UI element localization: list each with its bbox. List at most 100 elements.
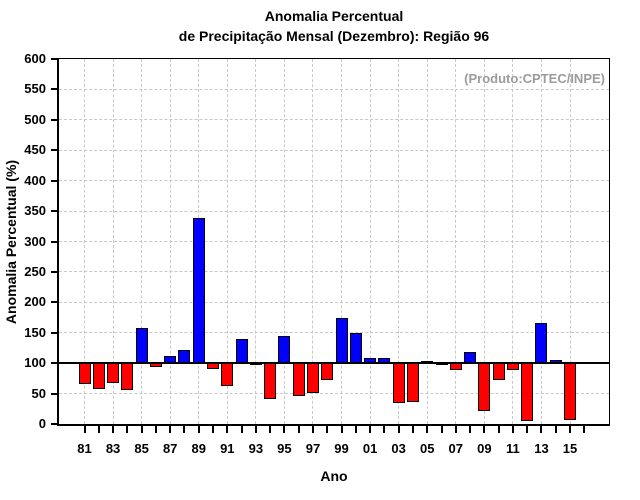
y-tick-550 bbox=[51, 88, 59, 91]
x-tick-label-01: 01 bbox=[362, 441, 378, 456]
v-gridline-93 bbox=[255, 59, 257, 424]
x-tick-label-91: 91 bbox=[220, 441, 235, 456]
x-tick-20 bbox=[369, 426, 372, 433]
bar-2015 bbox=[564, 363, 577, 421]
y-tick-250 bbox=[51, 270, 59, 273]
x-tick-28 bbox=[483, 426, 486, 433]
x-tick-23 bbox=[411, 426, 414, 433]
bar-1990 bbox=[207, 363, 220, 369]
x-tick-14 bbox=[283, 426, 286, 433]
x-tick-label-99: 99 bbox=[334, 441, 349, 456]
bar-2003 bbox=[392, 363, 405, 403]
x-tick-label-93: 93 bbox=[248, 441, 264, 456]
y-tick-label-200: 200 bbox=[24, 294, 46, 310]
y-tick-label-250: 250 bbox=[24, 263, 46, 279]
y-tick-label-50: 50 bbox=[31, 385, 46, 401]
x-tick-1 bbox=[97, 426, 100, 433]
x-tick-22 bbox=[397, 426, 400, 433]
x-tick-32 bbox=[540, 426, 543, 433]
h-gridline-550 bbox=[59, 88, 609, 90]
x-tick-21 bbox=[383, 426, 386, 433]
h-gridline-350 bbox=[59, 210, 609, 212]
v-gridline-83 bbox=[112, 59, 114, 424]
x-tick-9 bbox=[212, 426, 215, 433]
x-tick-3 bbox=[126, 426, 129, 433]
y-tick-300 bbox=[51, 240, 59, 243]
bar-1983 bbox=[107, 363, 120, 383]
y-tick-label-350: 350 bbox=[24, 203, 46, 219]
h-gridline-250 bbox=[59, 271, 609, 273]
y-tick-150 bbox=[51, 331, 59, 334]
y-tick-100 bbox=[51, 362, 59, 365]
y-tick-label-500: 500 bbox=[24, 111, 46, 127]
chart-title-line2: de Precipitação Mensal (Dezembro): Regiã… bbox=[178, 28, 490, 44]
x-tick-33 bbox=[554, 426, 557, 433]
x-tick-30 bbox=[511, 426, 514, 433]
y-tick-400 bbox=[51, 179, 59, 182]
bar-1987 bbox=[164, 356, 177, 364]
v-gridline-85 bbox=[141, 59, 143, 424]
x-tick-label-03: 03 bbox=[391, 441, 406, 456]
x-tick-label-07: 07 bbox=[448, 441, 463, 456]
y-tick-label-600: 600 bbox=[24, 51, 46, 66]
bar-1994 bbox=[264, 363, 277, 400]
bar-1996 bbox=[292, 363, 305, 396]
h-gridline-50 bbox=[59, 393, 609, 395]
x-tick-27 bbox=[469, 426, 472, 433]
x-tick-label-13: 13 bbox=[534, 441, 549, 456]
y-tick-450 bbox=[51, 149, 59, 152]
bar-1993 bbox=[249, 362, 262, 365]
x-tick-label-87: 87 bbox=[162, 441, 178, 456]
y-tick-350 bbox=[51, 210, 59, 213]
y-tick-label-150: 150 bbox=[24, 324, 46, 340]
x-tick-29 bbox=[497, 426, 500, 433]
y-tick-label-400: 400 bbox=[24, 172, 46, 188]
x-tick-label-15: 15 bbox=[562, 441, 578, 456]
y-tick-label-550: 550 bbox=[24, 81, 46, 97]
bar-2014 bbox=[549, 359, 562, 364]
x-tick-19 bbox=[354, 426, 357, 433]
h-gridline-200 bbox=[59, 301, 609, 303]
x-tick-5 bbox=[154, 426, 157, 433]
x-tick-label-95: 95 bbox=[277, 441, 292, 456]
h-gridline-450 bbox=[59, 149, 609, 151]
v-gridline-97 bbox=[312, 59, 314, 424]
y-tick-label-450: 450 bbox=[24, 142, 46, 158]
v-gridline-03 bbox=[398, 59, 400, 424]
x-tick-17 bbox=[326, 426, 329, 433]
chart-title: Anomalia Percentual de Precipitação Mens… bbox=[59, 6, 609, 46]
bar-1986 bbox=[149, 363, 162, 367]
y-tick-200 bbox=[51, 301, 59, 304]
v-gridline-09 bbox=[483, 59, 485, 424]
bar-2012 bbox=[521, 363, 534, 421]
y-tick-label-0: 0 bbox=[38, 416, 46, 431]
x-tick-12 bbox=[254, 426, 257, 433]
v-gridline-11 bbox=[512, 59, 514, 424]
h-gridline-400 bbox=[59, 180, 609, 182]
bar-2013 bbox=[535, 323, 548, 364]
x-tick-16 bbox=[311, 426, 314, 433]
bar-1988 bbox=[178, 349, 191, 364]
x-tick-6 bbox=[169, 426, 172, 433]
x-tick-4 bbox=[140, 426, 143, 433]
y-tick-label-100: 100 bbox=[24, 355, 46, 371]
v-gridline-95 bbox=[283, 59, 285, 424]
x-tick-24 bbox=[426, 426, 429, 433]
bar-2004 bbox=[406, 363, 419, 403]
x-tick-10 bbox=[226, 426, 229, 433]
x-tick-label-85: 85 bbox=[134, 441, 149, 456]
bar-1991 bbox=[221, 363, 234, 387]
v-gridline-91 bbox=[226, 59, 228, 424]
bar-2005 bbox=[421, 361, 434, 364]
v-gridline-01 bbox=[369, 59, 371, 424]
v-gridline-81 bbox=[84, 59, 85, 424]
h-gridline-300 bbox=[59, 241, 609, 242]
x-tick-label-83: 83 bbox=[105, 441, 121, 456]
x-tick-35 bbox=[583, 426, 586, 433]
bar-2010 bbox=[492, 363, 505, 381]
v-gridline-15 bbox=[569, 59, 571, 424]
x-axis-label: Ano bbox=[320, 468, 348, 484]
x-tick-13 bbox=[269, 426, 272, 433]
bar-1989 bbox=[192, 217, 205, 364]
